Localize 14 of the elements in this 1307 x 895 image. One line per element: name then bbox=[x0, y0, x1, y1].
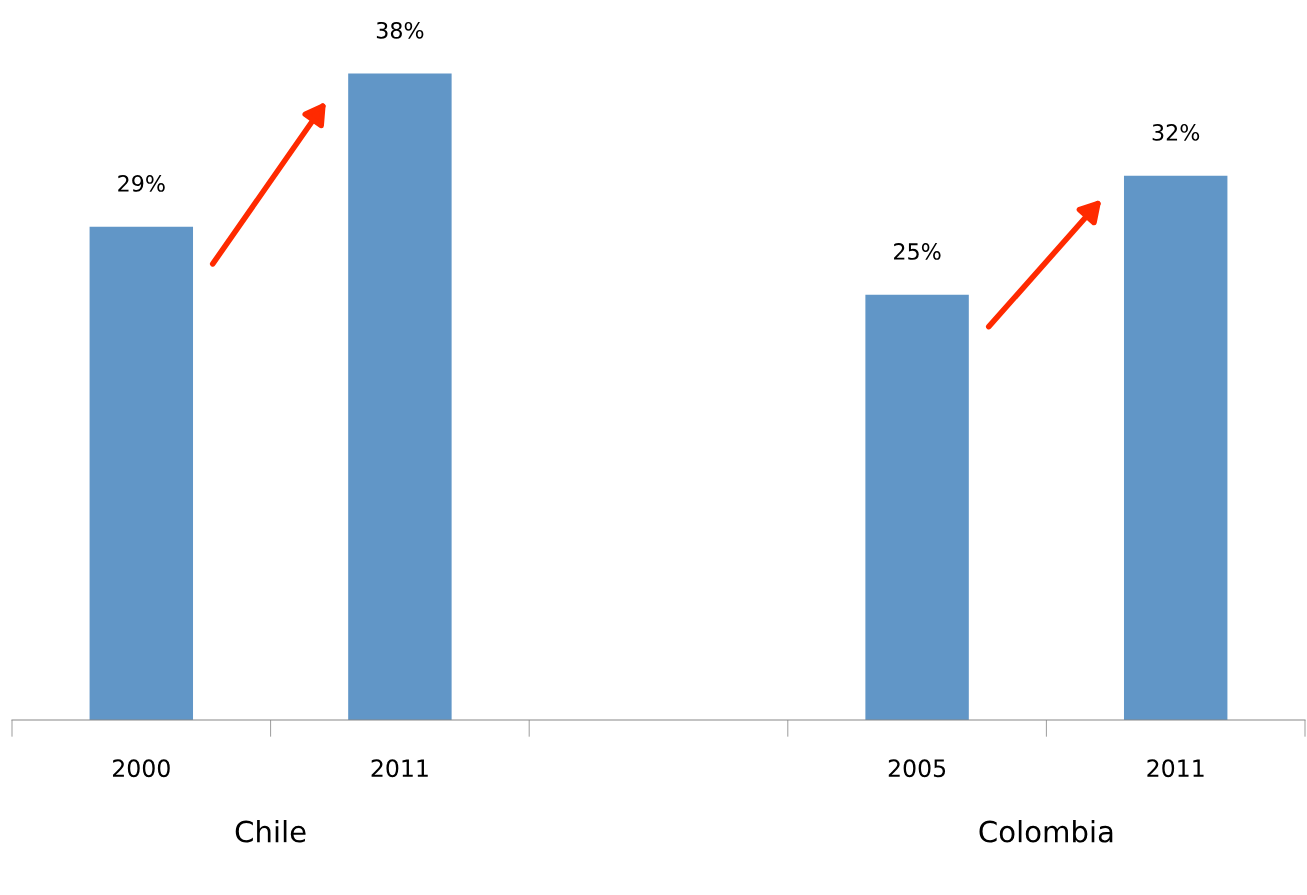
bar bbox=[865, 294, 969, 720]
x-tick-label: 2005 bbox=[888, 759, 946, 778]
data-label: 29% bbox=[118, 175, 165, 192]
bar bbox=[348, 73, 452, 720]
x-tick-label: 2000 bbox=[112, 759, 170, 778]
bar bbox=[89, 226, 194, 720]
text: Chile bbox=[235, 820, 306, 843]
data-label: 38% bbox=[376, 21, 424, 39]
text: Colombia bbox=[979, 820, 1113, 843]
data-label: 25% bbox=[894, 243, 941, 260]
x-tick-label: 2011 bbox=[371, 759, 428, 778]
bar bbox=[1123, 175, 1228, 720]
data-label: 32% bbox=[1152, 123, 1200, 141]
x-tick-label: 2011 bbox=[1147, 759, 1204, 778]
